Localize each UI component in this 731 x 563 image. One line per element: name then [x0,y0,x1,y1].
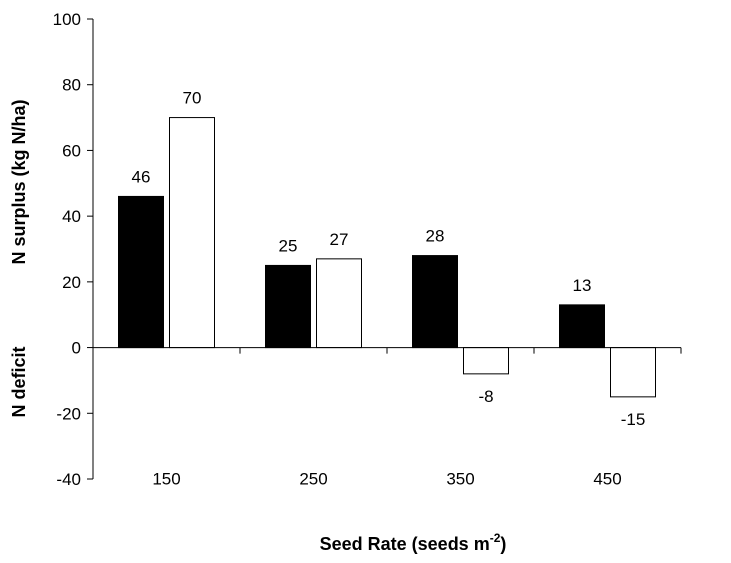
y-axis-title-surplus: N surplus (kg N/ha) [9,99,29,264]
y-tick-label-20: 20 [62,273,81,292]
bar-series1-450 [559,304,605,349]
x-tick-label-150: 150 [152,470,180,489]
y-tick-label-0: 0 [72,339,81,358]
bar-series2-250 [316,258,362,349]
x-axis-title-superscript: -2 [490,531,501,545]
bar-series2-350 [463,347,509,375]
x-tick-label-350: 350 [446,470,474,489]
bar-series2-450 [610,347,656,398]
data-label-series1-150: 46 [132,167,151,186]
data-label-series1-350: 28 [426,227,445,246]
x-axis-title: Seed Rate (seeds m-2) [320,531,507,554]
bar-series1-250 [265,264,311,349]
y-tick-label-100: 100 [53,10,81,29]
axes-group [87,18,682,480]
x-axis-title-suffix: ) [500,534,506,554]
data-label-series2-450: -15 [621,410,646,429]
data-label-series2-250: 27 [330,230,349,249]
x-tick-label-250: 250 [299,470,327,489]
x-tick-label-450: 450 [593,470,621,489]
bar-series1-150 [118,195,164,349]
data-label-series1-450: 13 [573,276,592,295]
data-label-series2-350: -8 [478,387,493,406]
data-label-series2-150: 70 [183,89,202,108]
labels-group: 46 70 150 25 27 250 28 -8 350 13 -15 450 100 80 60 40 20… [53,10,646,489]
y-tick-label-80: 80 [62,76,81,95]
y-tick-label--40: -40 [56,470,81,489]
y-tick-label-40: 40 [62,207,81,226]
y-tick-label--20: -20 [56,404,81,423]
y-axis-title-deficit: N deficit [9,346,29,417]
data-label-series1-250: 25 [279,236,298,255]
x-axis-title-main: Seed Rate (seeds m [320,534,490,554]
bar-series2-150 [169,117,215,349]
bar-series1-350 [412,255,458,349]
y-tick-label-60: 60 [62,141,81,160]
bars-group [118,117,656,398]
